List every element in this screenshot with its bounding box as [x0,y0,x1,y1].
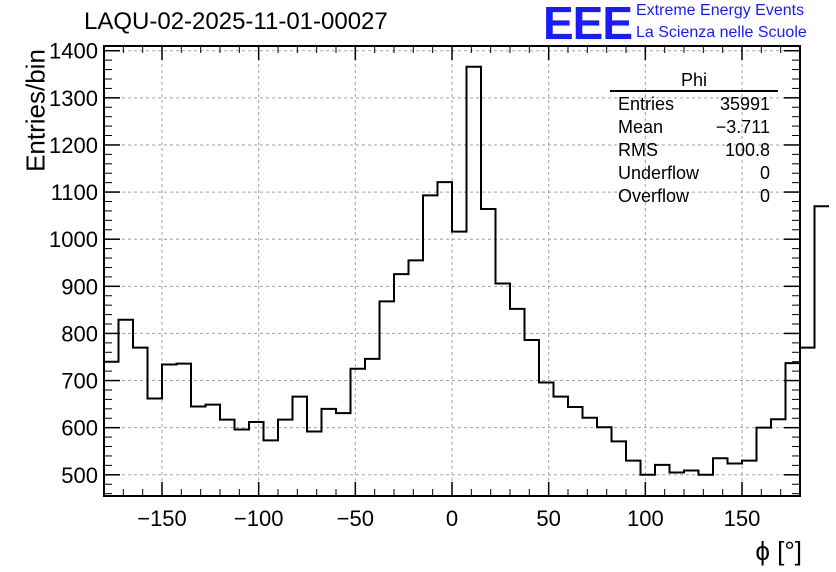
stats-label: Overflow [618,186,690,206]
x-tick-label: −150 [137,506,187,531]
x-tick-label: 50 [536,506,560,531]
y-tick-label: 700 [61,369,98,394]
y-tick-label: 500 [61,463,98,488]
stats-label: Underflow [618,163,700,183]
stats-row-overflow: Overflow 0 [610,186,778,209]
stats-label: Entries [618,94,675,114]
x-tick-label: 100 [627,506,664,531]
logo-line-2: La Scienza nelle Scuole [636,24,807,41]
stats-box: Phi Entries 35991 Mean −3.711 RMS 100.8 Und… [610,70,778,209]
logo-line-1: Extreme Energy Events [636,2,805,19]
x-tick-label: −100 [234,506,284,531]
stats-value: 100.8 [724,140,770,160]
stats-row-underflow: Underflow 0 [610,163,778,186]
y-tick-label: 1200 [49,133,98,158]
y-tick-label: 600 [61,416,98,441]
stats-title: Phi [610,70,778,92]
stats-value: 0 [759,163,770,183]
stats-label: Mean [618,117,664,137]
chart-title: LAQU-02-2025-11-01-00027 [84,8,388,35]
x-tick-label: 150 [724,506,761,531]
x-axis-label: ϕ [°] [755,536,802,566]
y-axis-label: Entries/bin [20,49,51,172]
stats-row-entries: Entries 35991 [610,94,778,117]
stats-value: 0 [759,186,770,206]
x-tick-label: −50 [337,506,374,531]
y-tick-label: 1100 [51,180,98,205]
y-tick-label: 1300 [49,86,98,111]
y-tick-label: 1000 [49,227,98,252]
histogram-series [104,65,829,476]
tick-labels: −150 −100 −50 0 50 100 150 500 600 700 800 900 1000 1… [49,39,760,531]
y-tick-label: 800 [61,321,98,346]
eee-logo: EEE [543,0,633,49]
stats-value: −3.711 [715,117,770,137]
y-tick-label: 900 [61,274,98,299]
y-tick-label: 1400 [49,39,98,64]
axis-ticks [103,46,801,496]
stats-label: RMS [618,140,658,160]
stats-value: 35991 [719,94,770,114]
stats-row-rms: RMS 100.8 [610,140,778,163]
x-tick-label: 0 [446,506,458,531]
stats-row-mean: Mean −3.711 [610,117,778,140]
